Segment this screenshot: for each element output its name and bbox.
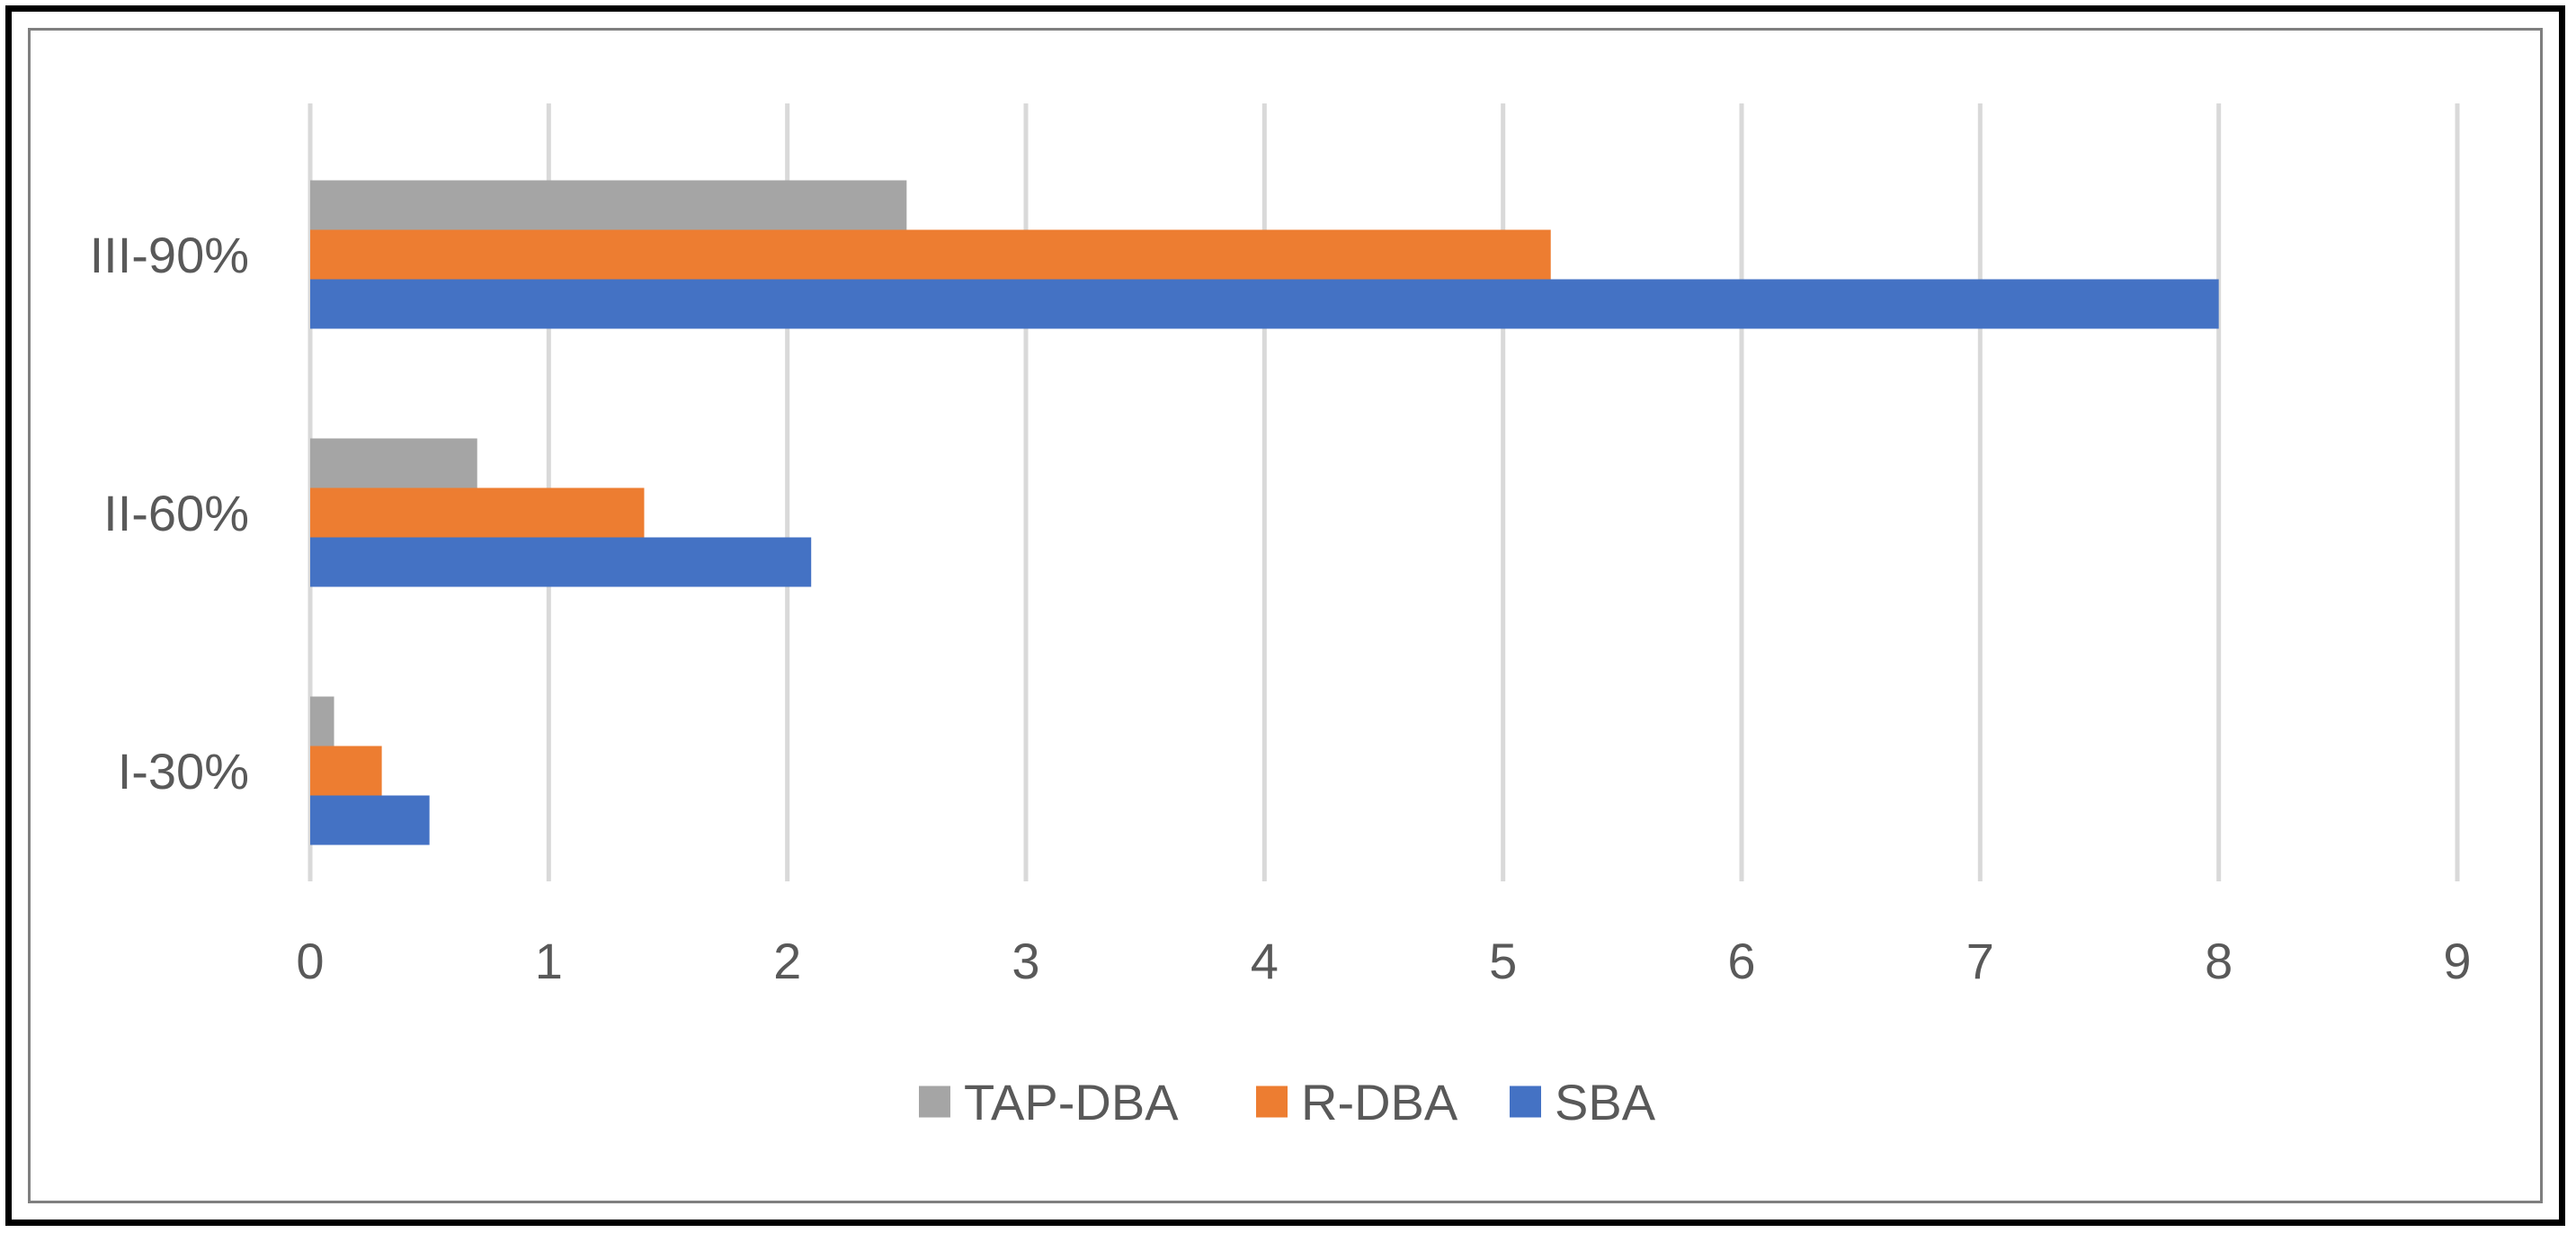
x-tick-label: 8 xyxy=(2205,933,2233,989)
legend-label-r-dba: R-DBA xyxy=(1301,1074,1458,1130)
bar-r-dba-iii-90pct xyxy=(310,229,1551,280)
bar-r-dba-i-30pct xyxy=(310,746,382,796)
chart-inner-border xyxy=(28,28,2543,1203)
category-label: III-90% xyxy=(90,227,249,283)
category-label: II-60% xyxy=(103,485,249,541)
bars xyxy=(310,180,2219,845)
bar-tap-dba-ii-60pct xyxy=(310,438,477,488)
legend-swatch-sba xyxy=(1510,1086,1541,1118)
legend-label-tap-dba: TAP-DBA xyxy=(964,1074,1179,1130)
bar-r-dba-ii-60pct xyxy=(310,487,645,538)
legend-swatch-r-dba xyxy=(1256,1086,1288,1118)
x-tick-label: 6 xyxy=(1727,933,1755,989)
legend-label-sba: SBA xyxy=(1555,1074,1656,1130)
x-tick-label: 3 xyxy=(1012,933,1039,989)
x-tick-label: 9 xyxy=(2443,933,2471,989)
y-axis-categories: I-30% II-60% III-90% xyxy=(90,227,249,800)
bar-sba-i-30pct xyxy=(310,795,430,845)
bar-sba-ii-60pct xyxy=(310,537,812,587)
x-tick-label: 0 xyxy=(296,933,324,989)
x-tick-label: 7 xyxy=(1966,933,1994,989)
bar-tap-dba-iii-90pct xyxy=(310,180,907,230)
x-tick-label: 1 xyxy=(535,933,563,989)
x-tick-label: 4 xyxy=(1251,933,1279,989)
legend-swatch-tap-dba xyxy=(919,1086,950,1118)
x-tick-label: 5 xyxy=(1489,933,1517,989)
x-axis-ticks: 0 1 2 3 4 5 6 7 8 9 xyxy=(296,933,2471,989)
legend: TAP-DBA R-DBA SBA xyxy=(919,1074,1656,1130)
x-tick-label: 2 xyxy=(773,933,801,989)
bar-sba-iii-90pct xyxy=(310,279,2219,329)
category-label: I-30% xyxy=(118,743,249,800)
bar-tap-dba-i-30pct xyxy=(310,696,334,746)
